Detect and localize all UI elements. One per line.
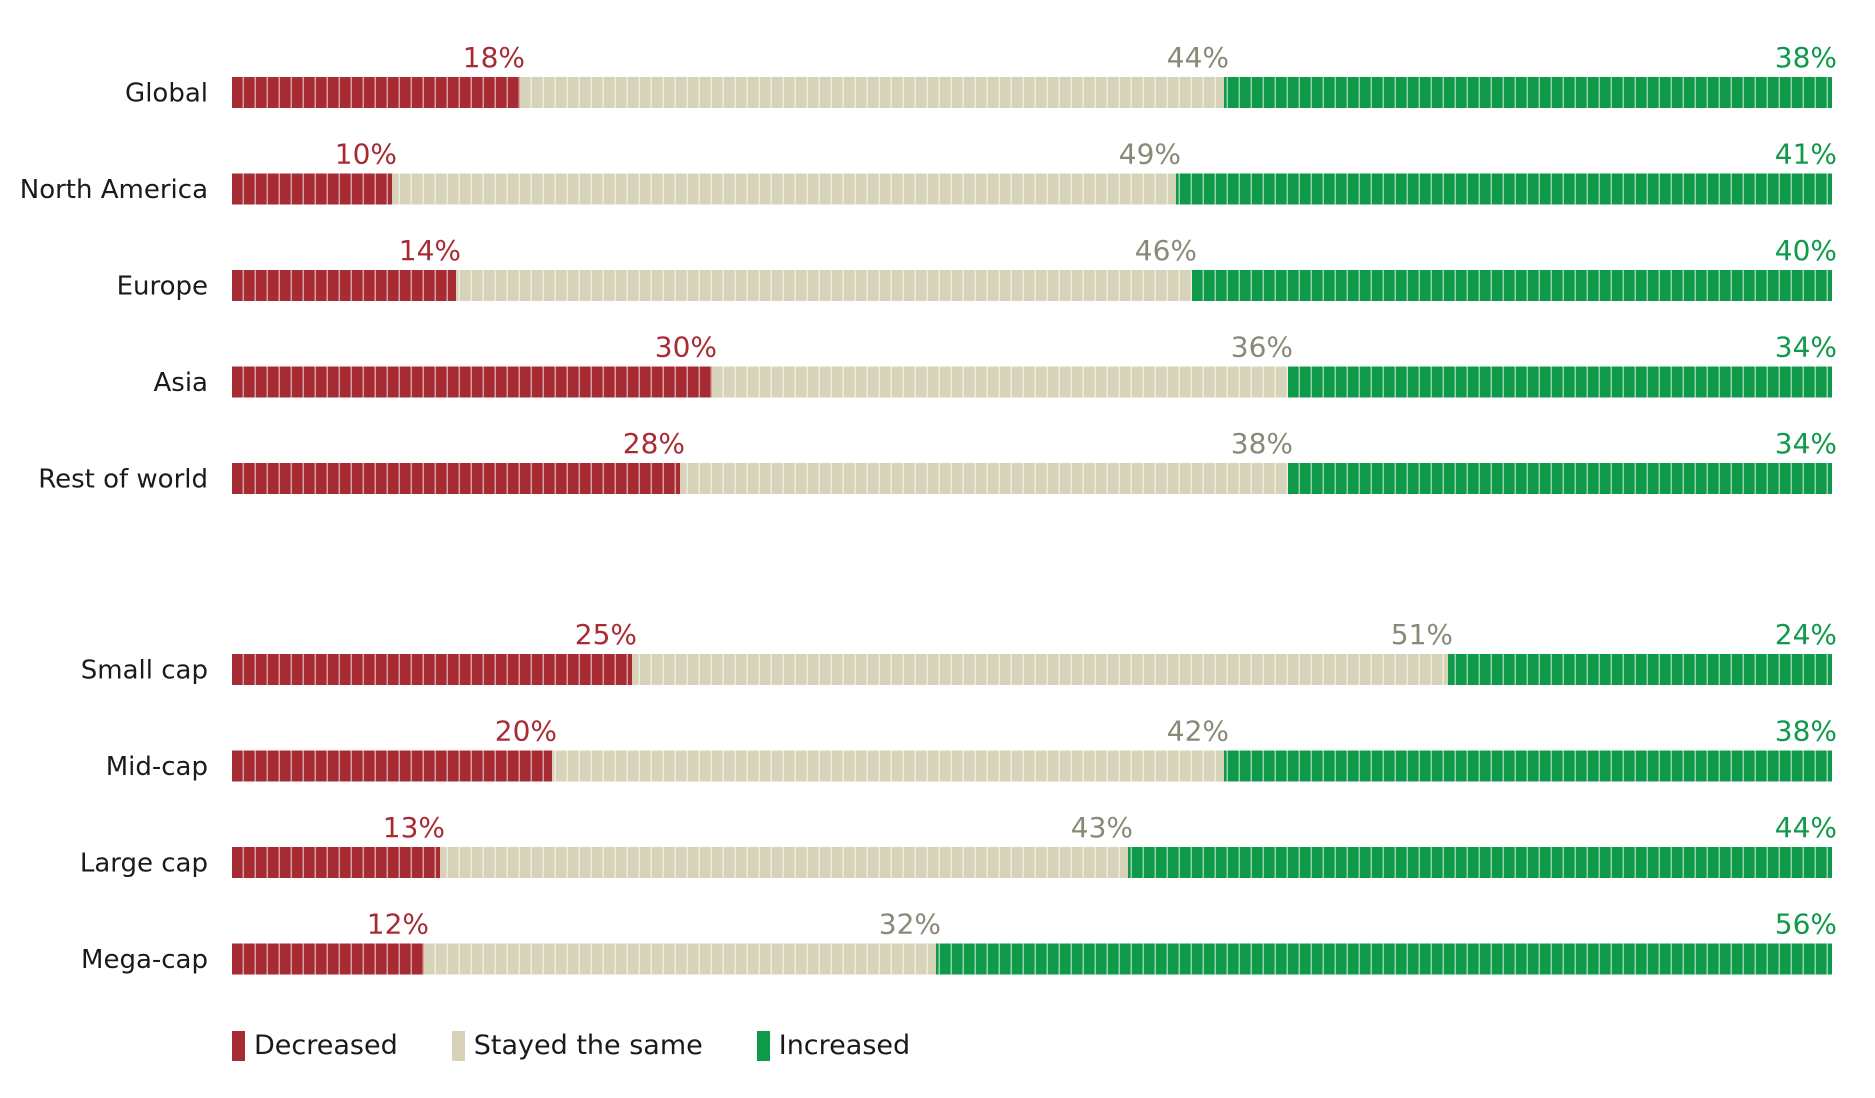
- bar-mega-cap-decreased: [232, 943, 424, 975]
- bar-asia-decreased: [232, 366, 712, 398]
- value-label-mid-cap-increased: 38%: [1775, 715, 1837, 748]
- value-label-global-increased: 38%: [1775, 41, 1837, 74]
- legend-item-decreased: Decreased: [232, 1030, 398, 1061]
- value-label-asia-increased: 34%: [1775, 331, 1837, 364]
- legend-label-decreased: Decreased: [254, 1030, 398, 1061]
- bar-asia-increased: [1288, 366, 1832, 398]
- value-label-global-stayed-the-same: 44%: [1167, 41, 1229, 74]
- bar-europe-increased: [1192, 270, 1832, 301]
- bar-europe-stayed-the-same: [456, 270, 1192, 301]
- value-label-north-america-decreased: 10%: [335, 138, 397, 171]
- row-label-global: Global: [125, 79, 208, 109]
- bar-mega-cap-increased: [936, 943, 1832, 975]
- row-label-asia: Asia: [154, 368, 209, 398]
- bar-small-cap-decreased: [232, 654, 632, 685]
- value-label-mega-cap-stayed-the-same: 32%: [879, 908, 941, 941]
- bar-mid-cap-stayed-the-same: [552, 750, 1224, 782]
- bar-rest-of-world-increased: [1288, 463, 1832, 494]
- bar-small-cap-stayed-the-same: [632, 654, 1448, 685]
- value-label-asia-stayed-the-same: 36%: [1231, 331, 1293, 364]
- legend-swatch-increased: [756, 1030, 770, 1061]
- row-label-rest-of-world: Rest of world: [38, 465, 208, 495]
- value-label-small-cap-decreased: 25%: [575, 618, 637, 651]
- value-label-large-cap-increased: 44%: [1775, 811, 1837, 844]
- row-label-large-cap: Large cap: [80, 849, 208, 879]
- row-label-mid-cap: Mid-cap: [106, 752, 208, 782]
- value-label-rest-of-world-decreased: 28%: [623, 427, 685, 460]
- value-label-mid-cap-decreased: 20%: [495, 715, 557, 748]
- value-label-europe-stayed-the-same: 46%: [1135, 234, 1197, 267]
- value-label-mega-cap-increased: 56%: [1775, 908, 1837, 941]
- value-label-asia-decreased: 30%: [655, 331, 717, 364]
- value-label-global-decreased: 18%: [463, 41, 525, 74]
- row-label-small-cap: Small cap: [81, 656, 208, 686]
- value-label-mid-cap-stayed-the-same: 42%: [1167, 715, 1229, 748]
- row-label-europe: Europe: [117, 272, 208, 302]
- bar-large-cap-increased: [1128, 847, 1832, 878]
- value-label-small-cap-stayed-the-same: 51%: [1391, 618, 1453, 651]
- value-label-europe-decreased: 14%: [399, 234, 461, 267]
- bar-large-cap-decreased: [232, 847, 440, 878]
- bar-north-america-decreased: [232, 173, 392, 205]
- value-label-north-america-stayed-the-same: 49%: [1119, 138, 1181, 171]
- value-label-large-cap-stayed-the-same: 43%: [1071, 811, 1133, 844]
- value-label-mega-cap-decreased: 12%: [367, 908, 429, 941]
- bar-global-decreased: [232, 77, 520, 108]
- value-label-europe-increased: 40%: [1775, 234, 1837, 267]
- value-label-small-cap-increased: 24%: [1775, 618, 1837, 651]
- value-label-rest-of-world-increased: 34%: [1775, 427, 1837, 460]
- row-label-mega-cap: Mega-cap: [81, 945, 208, 975]
- legend-item-increased: Increased: [756, 1030, 911, 1061]
- bar-global-stayed-the-same: [520, 77, 1224, 108]
- bar-europe-decreased: [232, 270, 456, 301]
- legend-label-increased: Increased: [778, 1030, 911, 1061]
- legend-swatch-stayed-the-same: [451, 1030, 465, 1061]
- bar-rest-of-world-decreased: [232, 463, 680, 494]
- legend-item-stayed-the-same: Stayed the same: [451, 1030, 703, 1061]
- legend: Decreased Stayed the same Increased: [232, 1030, 964, 1061]
- bar-mega-cap-stayed-the-same: [424, 943, 936, 975]
- bar-global-increased: [1224, 77, 1832, 108]
- bar-asia-stayed-the-same: [712, 366, 1288, 398]
- legend-swatch-decreased: [232, 1030, 245, 1061]
- bar-small-cap-increased: [1448, 654, 1832, 685]
- bar-north-america-increased: [1176, 173, 1832, 205]
- bar-mid-cap-increased: [1224, 750, 1832, 782]
- value-label-large-cap-decreased: 13%: [383, 811, 445, 844]
- bar-large-cap-stayed-the-same: [440, 847, 1128, 878]
- value-label-rest-of-world-stayed-the-same: 38%: [1231, 427, 1293, 460]
- legend-label-stayed-the-same: Stayed the same: [473, 1030, 703, 1061]
- bar-rest-of-world-stayed-the-same: [680, 463, 1288, 494]
- value-label-north-america-increased: 41%: [1775, 138, 1837, 171]
- bar-north-america-stayed-the-same: [392, 173, 1176, 205]
- bar-mid-cap-decreased: [232, 750, 552, 782]
- row-label-north-america: North America: [20, 175, 208, 205]
